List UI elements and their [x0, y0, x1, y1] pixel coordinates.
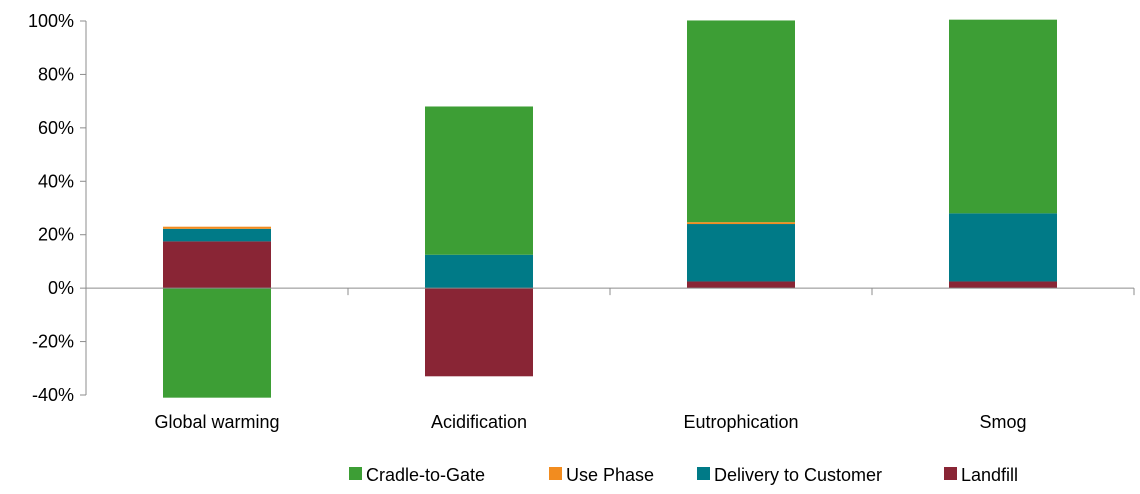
legend-label: Cradle-to-Gate — [366, 465, 485, 485]
legend-swatch — [549, 467, 562, 480]
bar-segment-cradle-to-gate — [949, 19, 1057, 214]
legend-swatch — [697, 467, 710, 480]
legend-label: Use Phase — [566, 465, 654, 485]
category-label: Global warming — [154, 412, 279, 432]
legend-label: Delivery to Customer — [714, 465, 882, 485]
category-label: Eutrophication — [683, 412, 798, 432]
bar-segment-landfill — [687, 281, 795, 289]
bar-segment-landfill — [163, 241, 271, 289]
bar-segment-cradle-to-gate — [163, 288, 271, 398]
bar-segment-cradle-to-gate — [687, 20, 795, 223]
bar-segment-use-phase — [163, 226, 271, 229]
bars — [163, 19, 1057, 398]
bar-segment-delivery-to-customer — [425, 254, 533, 289]
legend-swatch — [349, 467, 362, 480]
y-tick-label: 60% — [38, 118, 74, 138]
legend: Cradle-to-Gate Use Phase Delivery to Custo… — [349, 465, 1018, 485]
y-tick-label: 20% — [38, 225, 74, 245]
bar-segment-use-phase — [687, 222, 795, 225]
bar-segment-landfill — [949, 281, 1057, 289]
legend-label: Landfill — [961, 465, 1018, 485]
category-labels: Global warming Acidification Eutrophicatio… — [154, 412, 1026, 432]
bar-segment-cradle-to-gate — [425, 106, 533, 255]
y-axis: -40% -20% 0% 20% 40% 60% 80% 100% — [28, 11, 87, 405]
y-tick-label: -20% — [32, 332, 74, 352]
y-tick-label: 0% — [48, 278, 74, 298]
bar-segment-delivery-to-customer — [949, 213, 1057, 282]
bar-segment-delivery-to-customer — [163, 228, 271, 242]
y-tick-label: 100% — [28, 11, 74, 31]
bar-segment-landfill — [425, 288, 533, 377]
y-tick-label: 40% — [38, 171, 74, 191]
y-tick-label: -40% — [32, 385, 74, 405]
x-axis — [85, 287, 1135, 296]
category-label: Smog — [979, 412, 1026, 432]
y-tick-label: 80% — [38, 64, 74, 84]
category-label: Acidification — [431, 412, 527, 432]
legend-swatch — [944, 467, 957, 480]
bar-segment-delivery-to-customer — [687, 224, 795, 282]
